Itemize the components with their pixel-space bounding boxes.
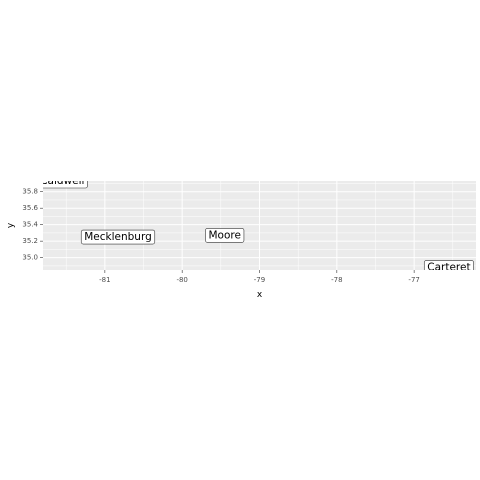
point-label: Carteret [423, 260, 474, 274]
x-tick-label: -77 [408, 276, 419, 284]
y-axis-title: y [6, 222, 16, 228]
x-tick-label: -81 [99, 276, 110, 284]
point-label-text: Moore [208, 229, 240, 241]
point-label-box [80, 229, 156, 245]
point-label-text: Mecklenburg [84, 231, 152, 243]
y-tick-label: 35.2 [22, 237, 38, 245]
point-label-box [205, 228, 245, 243]
x-tick-label: -78 [331, 276, 342, 284]
y-tick-label: 35.6 [22, 204, 38, 212]
y-tick-label: 35.8 [22, 188, 38, 196]
y-tick-label: 35.4 [22, 221, 38, 229]
point-label: Moore [205, 228, 245, 243]
point-label-text: Carteret [427, 262, 470, 274]
point-label: Caldwell [40, 175, 88, 189]
x-tick-label: -80 [176, 276, 187, 284]
point-label-box [423, 260, 474, 270]
x-axis-title: x [257, 290, 263, 300]
point-label-text: Caldwell [40, 175, 84, 187]
point-label: Mecklenburg [80, 229, 156, 245]
x-tick-label: -79 [254, 276, 265, 284]
point-label-box [43, 181, 88, 189]
y-tick-label: 35.0 [22, 254, 38, 262]
